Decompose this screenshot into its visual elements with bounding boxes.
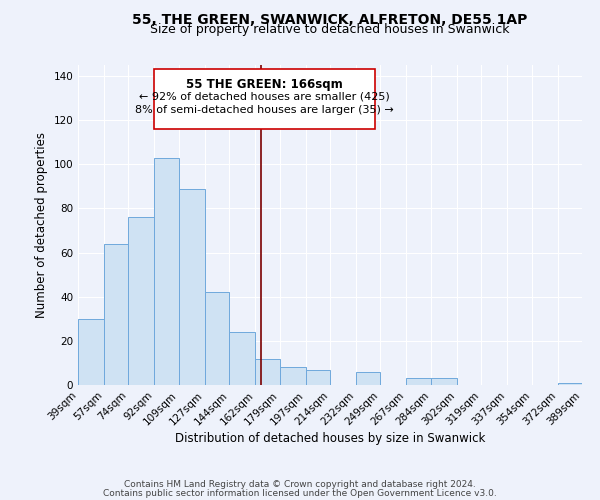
Bar [255,358,280,385]
Bar [229,332,255,385]
Text: 8% of semi-detached houses are larger (35) →: 8% of semi-detached houses are larger (3… [135,104,394,115]
Bar [305,370,330,385]
Bar [431,378,457,385]
Y-axis label: Number of detached properties: Number of detached properties [35,132,48,318]
Text: 55, THE GREEN, SWANWICK, ALFRETON, DE55 1AP: 55, THE GREEN, SWANWICK, ALFRETON, DE55 … [133,12,527,26]
Text: Size of property relative to detached houses in Swanwick: Size of property relative to detached ho… [150,24,510,36]
Bar [104,244,128,385]
Bar [128,218,154,385]
Text: Contains public sector information licensed under the Open Government Licence v3: Contains public sector information licen… [103,488,497,498]
Text: 55 THE GREEN: 166sqm: 55 THE GREEN: 166sqm [186,78,343,91]
Bar [179,188,205,385]
Bar [557,383,582,385]
Bar [406,378,431,385]
Text: Contains HM Land Registry data © Crown copyright and database right 2024.: Contains HM Land Registry data © Crown c… [124,480,476,489]
Text: ← 92% of detached houses are smaller (425): ← 92% of detached houses are smaller (42… [139,92,390,102]
FancyBboxPatch shape [154,70,374,129]
Bar [280,368,305,385]
Bar [205,292,229,385]
Bar [154,158,179,385]
Bar [78,319,104,385]
X-axis label: Distribution of detached houses by size in Swanwick: Distribution of detached houses by size … [175,432,485,446]
Bar [356,372,380,385]
